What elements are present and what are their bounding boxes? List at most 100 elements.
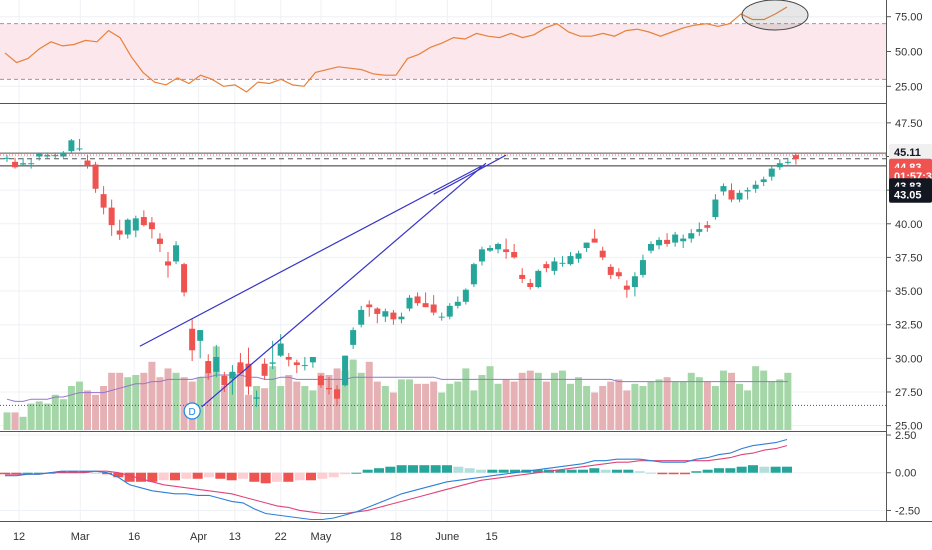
- candle[interactable]: [519, 274, 526, 279]
- candle[interactable]: [503, 249, 510, 253]
- trend-line[interactable]: [433, 154, 507, 195]
- candle[interactable]: [736, 192, 743, 200]
- candle[interactable]: [173, 245, 180, 262]
- candle[interactable]: [382, 311, 389, 317]
- candle[interactable]: [221, 375, 228, 386]
- candle[interactable]: [165, 261, 171, 266]
- candle[interactable]: [374, 308, 381, 314]
- time-axis[interactable]: 12 Mar 16 Apr 13 22 May 18 June 15: [13, 531, 498, 543]
- candle[interactable]: [132, 218, 139, 231]
- price-axis[interactable]: 25.00 50.00 75.00 25.00 27.50 30.00 32.50 35.00…: [887, 12, 923, 518]
- dividend-marker[interactable]: [183, 402, 201, 420]
- candle[interactable]: [261, 363, 268, 376]
- candle[interactable]: [406, 297, 413, 309]
- candle[interactable]: [285, 356, 292, 360]
- candle[interactable]: [390, 312, 397, 320]
- candle[interactable]: [44, 155, 51, 157]
- candle[interactable]: [470, 264, 477, 285]
- candle[interactable]: [366, 304, 373, 308]
- candle[interactable]: [559, 262, 566, 264]
- candle[interactable]: [358, 309, 365, 325]
- candle[interactable]: [607, 266, 614, 275]
- candle[interactable]: [752, 184, 759, 189]
- candle[interactable]: [567, 256, 574, 265]
- candle[interactable]: [301, 365, 308, 367]
- candle[interactable]: [680, 238, 687, 242]
- candle[interactable]: [527, 282, 534, 288]
- candle[interactable]: [704, 225, 711, 228]
- candle[interactable]: [583, 242, 590, 248]
- candle[interactable]: [213, 356, 220, 372]
- candle[interactable]: [317, 375, 324, 386]
- candle[interactable]: [776, 163, 783, 168]
- macd-signal-line[interactable]: [5, 445, 788, 515]
- candle[interactable]: [599, 250, 606, 258]
- candle[interactable]: [20, 163, 27, 165]
- candle[interactable]: [68, 140, 75, 152]
- candle[interactable]: [237, 362, 244, 374]
- candle[interactable]: [108, 207, 115, 226]
- candle[interactable]: [326, 387, 332, 390]
- candle[interactable]: [124, 219, 131, 235]
- candle[interactable]: [12, 161, 19, 168]
- candle[interactable]: [156, 238, 163, 244]
- candle[interactable]: [760, 179, 767, 183]
- macd-pane[interactable]: [0, 438, 792, 521]
- candle[interactable]: [543, 264, 550, 269]
- candle[interactable]: [744, 190, 751, 192]
- candle[interactable]: [253, 397, 260, 399]
- candle[interactable]: [784, 161, 791, 163]
- price-pane[interactable]: D: [0, 138, 886, 430]
- candle[interactable]: [76, 148, 83, 150]
- candle[interactable]: [60, 152, 67, 157]
- candle[interactable]: [398, 316, 405, 320]
- candle[interactable]: [84, 160, 91, 166]
- candle[interactable]: [672, 234, 679, 243]
- candle[interactable]: [712, 199, 719, 218]
- candle[interactable]: [205, 361, 212, 374]
- candle[interactable]: [535, 270, 542, 288]
- candle[interactable]: [4, 157, 10, 159]
- macd-line[interactable]: [5, 438, 788, 521]
- rsi-line[interactable]: [4, 6, 788, 93]
- candle[interactable]: [454, 301, 461, 306]
- candle[interactable]: [245, 363, 252, 387]
- candle[interactable]: [487, 247, 493, 251]
- candle[interactable]: [334, 389, 341, 399]
- candle[interactable]: [189, 328, 196, 351]
- candle[interactable]: [229, 371, 236, 379]
- candle[interactable]: [623, 285, 630, 290]
- trend-line[interactable]: [201, 162, 487, 408]
- candle[interactable]: [148, 222, 155, 230]
- candle[interactable]: [414, 296, 421, 304]
- candle[interactable]: [430, 304, 437, 313]
- candle[interactable]: [792, 155, 799, 160]
- candle[interactable]: [591, 238, 598, 243]
- candle[interactable]: [116, 230, 123, 235]
- candle[interactable]: [140, 217, 147, 226]
- candle[interactable]: [100, 194, 107, 208]
- candle[interactable]: [656, 239, 663, 246]
- candle[interactable]: [768, 168, 775, 177]
- candle[interactable]: [438, 316, 445, 318]
- candle[interactable]: [52, 155, 59, 157]
- rsi-pane[interactable]: [0, 0, 886, 93]
- candle[interactable]: [639, 260, 646, 275]
- trend-line[interactable]: [139, 165, 483, 347]
- candle[interactable]: [28, 163, 35, 165]
- candle[interactable]: [36, 153, 43, 157]
- candle[interactable]: [422, 303, 429, 308]
- candle[interactable]: [478, 249, 485, 262]
- candle[interactable]: [309, 356, 316, 363]
- candle[interactable]: [277, 343, 284, 356]
- candle[interactable]: [720, 186, 727, 192]
- candle[interactable]: [92, 164, 99, 189]
- candle[interactable]: [511, 252, 518, 258]
- candle[interactable]: [495, 243, 502, 250]
- candle[interactable]: [688, 233, 695, 239]
- candle[interactable]: [197, 330, 204, 341]
- candle[interactable]: [181, 264, 188, 293]
- candle[interactable]: [342, 355, 349, 386]
- candle[interactable]: [615, 272, 622, 277]
